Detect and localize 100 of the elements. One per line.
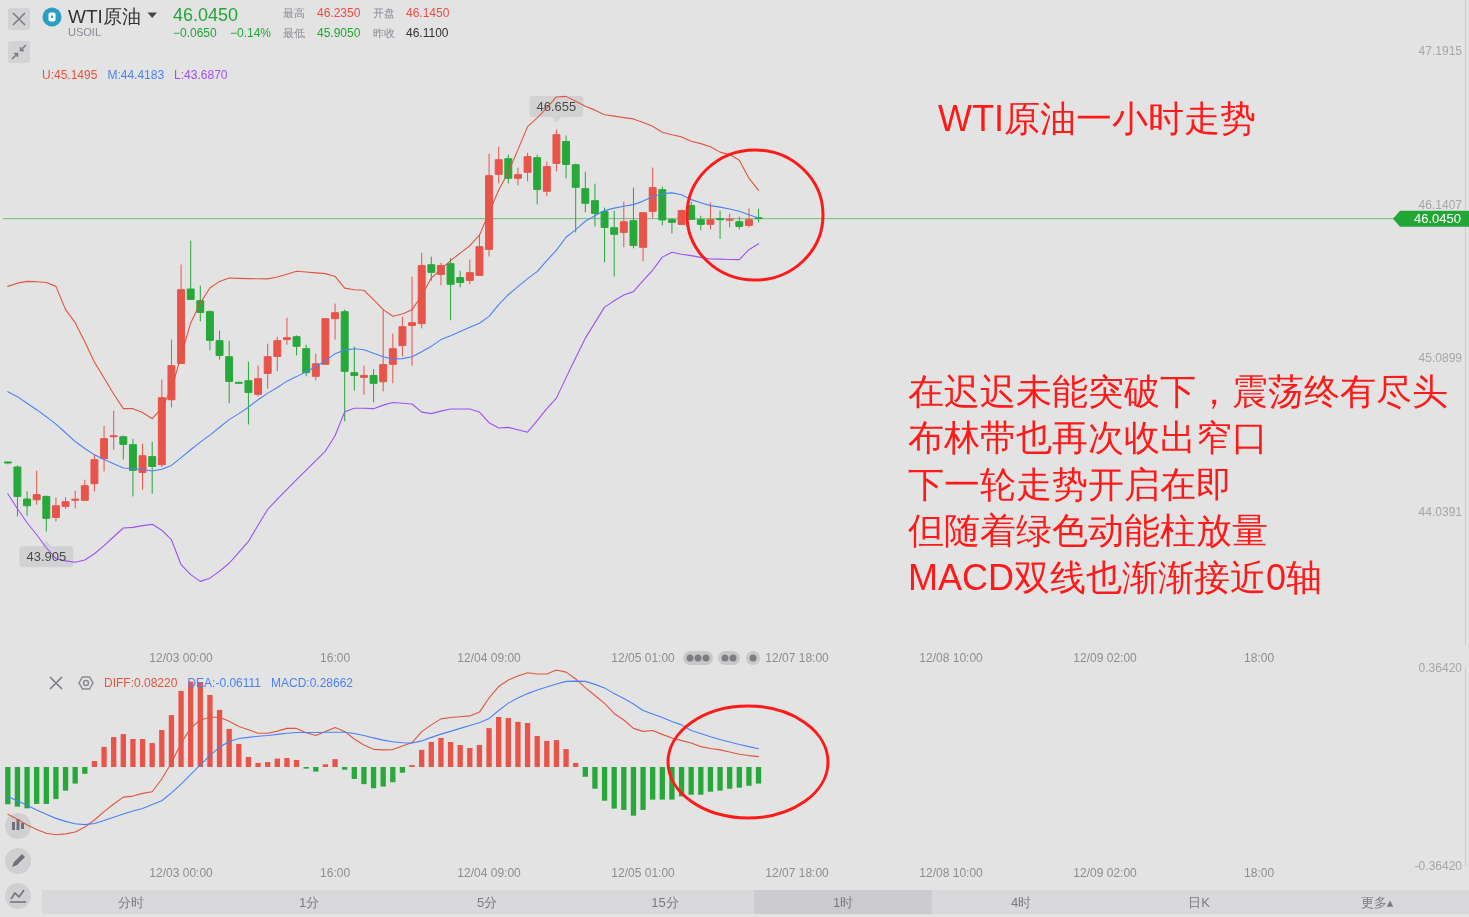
candlestick [350,346,359,392]
candlestick [109,410,118,451]
candlestick [13,464,22,517]
candlestick [408,276,417,367]
x-tick-label: 12/05 01:00 [611,651,676,665]
bar [111,737,117,767]
text: 1时 [832,894,854,910]
candlestick [388,333,397,384]
candlestick [138,443,147,491]
text: 日K [1188,894,1211,910]
bar [245,756,252,767]
x-tick-label: 18:00 [1244,651,1275,665]
x-tick-label: 16:00 [320,866,351,880]
x-tick-label: 12/05 01:00 [611,866,676,880]
candlestick [292,334,301,356]
bar [534,736,540,767]
annotation: 最低 [283,27,305,39]
bar [284,758,290,767]
candlestick [71,490,80,509]
bar [399,767,406,773]
bar [476,744,483,767]
bar [688,767,694,795]
bar [650,767,656,800]
text: 4时 [1010,894,1032,910]
candlestick [629,187,638,249]
bar [736,767,742,788]
bar [207,694,213,767]
bar [505,718,511,767]
bar [515,721,521,767]
text: L:43.6870 [174,68,228,82]
text: DEA:-0.06111 [187,676,262,690]
annotation: −0.14% [230,26,272,40]
y-tick-label: 45.0899 [1418,351,1463,366]
candlestick [619,201,628,248]
bar [698,767,704,795]
candlestick [677,209,686,226]
bar [120,734,126,767]
bar [592,767,598,789]
candlestick [32,470,41,506]
x-tick-label: 12/04 09:00 [457,651,522,665]
candlestick [571,163,580,233]
bar [380,767,386,787]
candlestick [667,217,676,234]
bar [24,767,30,809]
bar [139,739,146,767]
annotation: 46.1100 [406,26,449,40]
text: WTI原油一小时走势 [938,97,1256,139]
annotation: WTI原油 [68,5,141,27]
bar [746,767,752,786]
bar [236,743,242,767]
candlestick [744,207,753,228]
bar [524,722,531,767]
annotation: 但随着绿色动能柱放量 [908,510,1268,551]
candlestick [100,425,109,472]
candlestick [80,479,89,501]
bar [601,767,608,801]
bar [62,767,69,791]
bar [496,716,502,767]
x-tick-label: 12/09 02:00 [1073,866,1138,880]
candlestick [658,186,667,226]
bar [438,737,444,767]
bar [82,767,88,774]
annotation: MACD:0.28662 [270,676,354,690]
bar [573,762,579,767]
candlestick [90,453,99,492]
bar [457,744,463,767]
annotation: 在迟迟未能突破下，震荡终有尽头 [908,370,1448,412]
candlestick [581,171,590,213]
bar [630,767,637,816]
bar [621,767,627,810]
bar [563,749,569,767]
bar [293,759,300,767]
bar [351,767,357,779]
bar [544,740,550,767]
candlestick [225,340,234,404]
annotation: −0.0650 [173,26,218,40]
bar [14,767,21,807]
y-tick-label: 44.0391 [1418,505,1463,520]
candlestick [23,490,32,517]
candlestick [128,438,137,497]
bar [659,767,665,800]
bar [149,743,155,767]
bar [717,767,723,791]
bar [486,728,492,767]
bar [332,759,338,767]
y-tick-label: 47.1915 [1418,43,1463,58]
candlestick [542,161,551,197]
candlestick [436,262,445,286]
candlestick [706,201,715,230]
candlestick [282,317,291,346]
bar [101,746,107,767]
annotation: 46.2350 [317,6,361,20]
bar [255,762,261,767]
bar [361,767,367,785]
line-series [7,192,760,472]
candlestick [523,152,532,182]
candlestick [533,154,542,205]
bar [265,762,271,767]
candlestick [696,215,705,231]
x-tick-label: 12/04 09:00 [457,866,522,880]
